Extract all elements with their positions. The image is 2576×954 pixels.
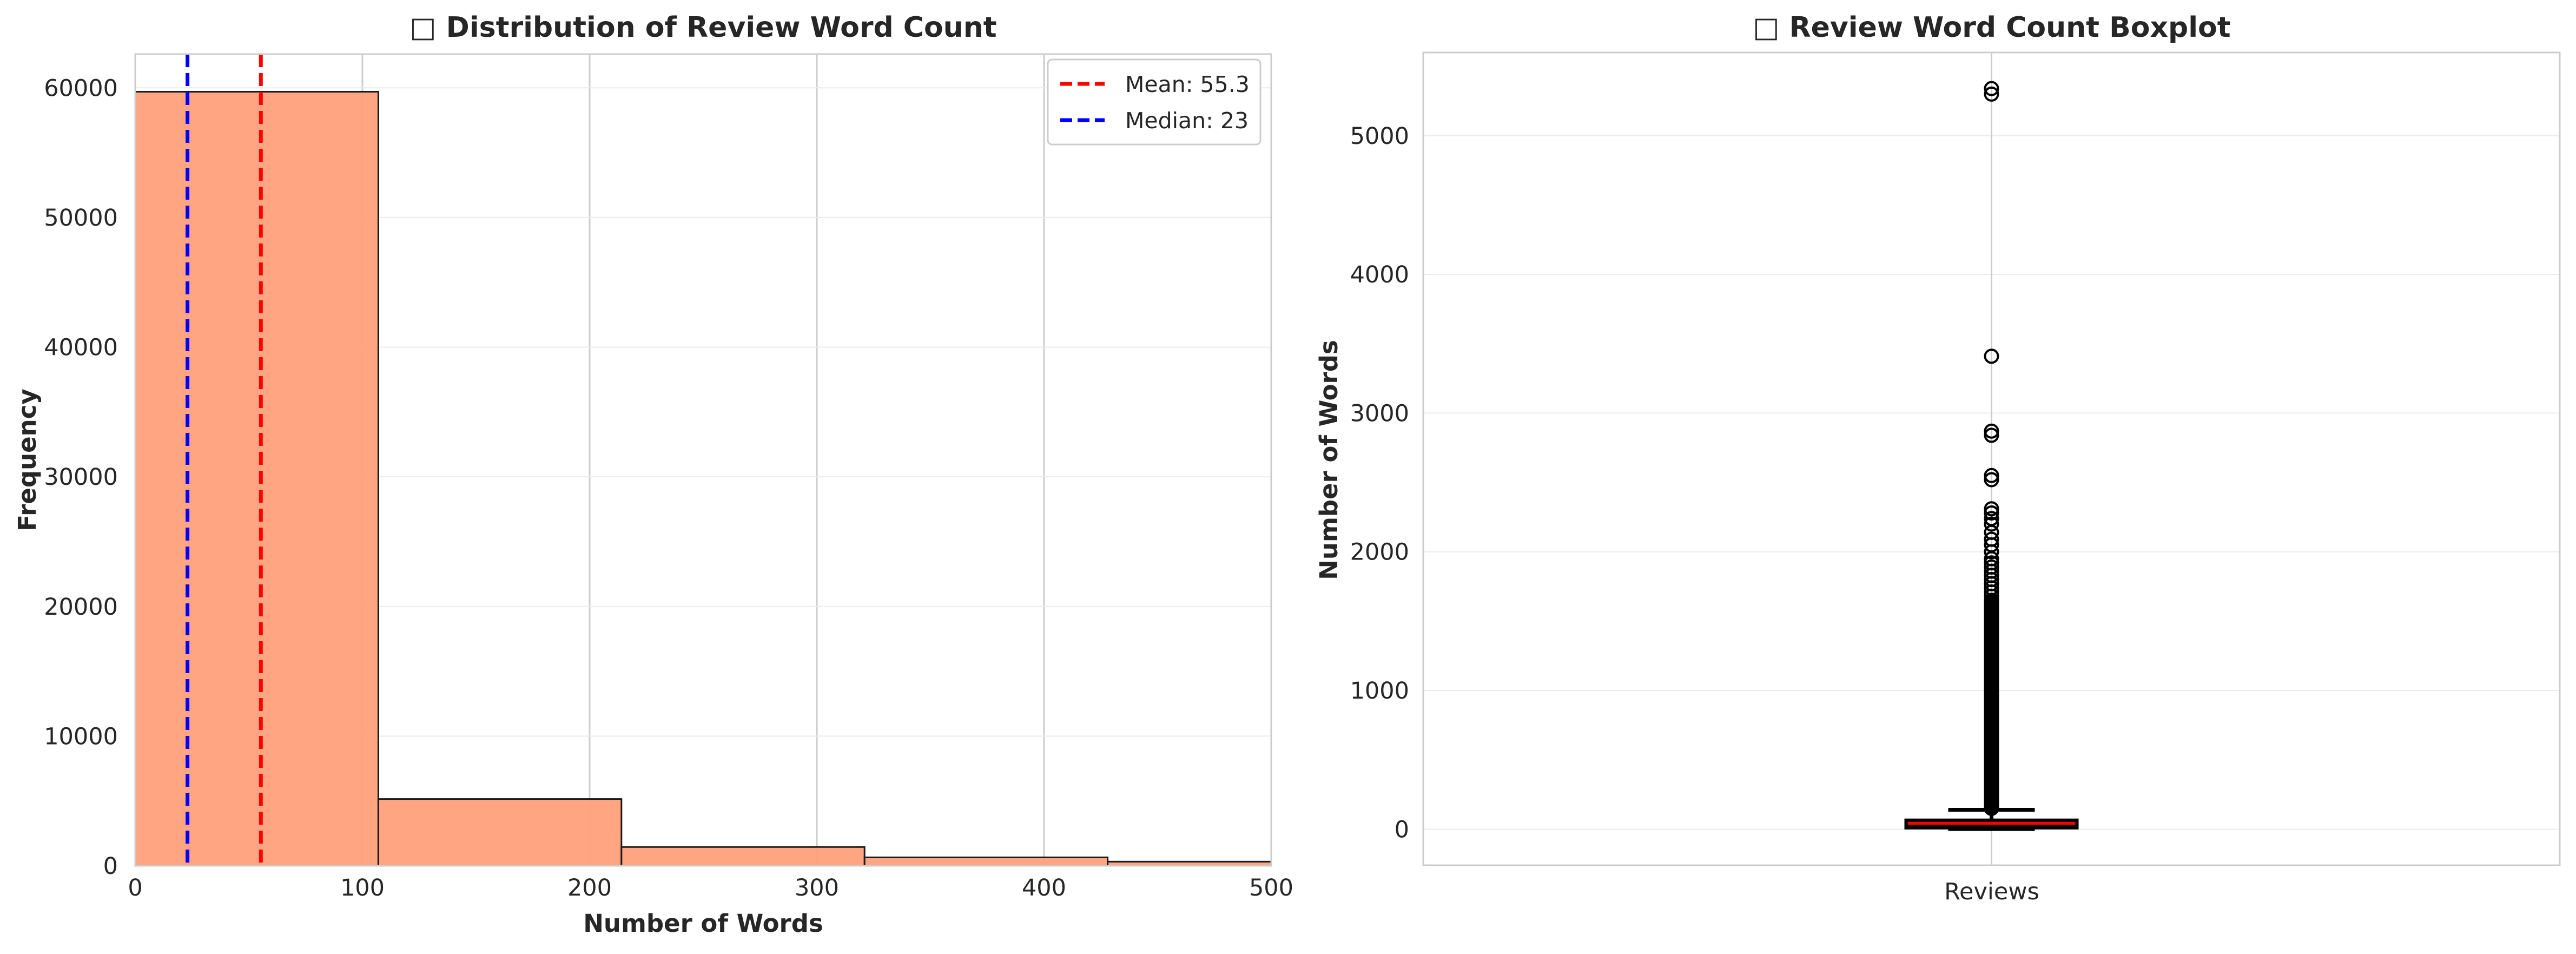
boxplot-outlier-point: [1984, 81, 1999, 96]
histogram-bars: [135, 90, 1271, 866]
boxplot-outlier-point: [1984, 423, 1999, 439]
histogram-x-tick-label: 100: [340, 874, 385, 902]
boxplot-y-ticks: 0 1000 2000 3000 4000 5000: [1350, 123, 1409, 844]
histogram-y-tick-label: 40000: [44, 334, 118, 361]
boxplot-frame: [1422, 51, 2561, 866]
histogram-title: □ Distribution of Review Word Count: [409, 11, 996, 44]
boxplot-outlier-point: [1984, 86, 1999, 102]
histogram-legend: Mean: 55.3 Median: 23: [1047, 58, 1261, 146]
boxplot-y-tick-label: 3000: [1350, 400, 1409, 427]
boxplot-y-tick-label: 4000: [1350, 261, 1409, 288]
histogram-y-tick-label: 0: [103, 853, 118, 880]
boxplot-y-tick-label: 5000: [1350, 123, 1409, 150]
histogram-y-tick-label: 50000: [44, 205, 118, 232]
histogram-y-tick-label: 30000: [44, 464, 118, 491]
histogram-y-tick-label: 60000: [44, 75, 118, 102]
histogram-reference-lines: [186, 54, 263, 866]
histogram-panel: 0 100 200 300 400 500 0 10000 20000 30000 40000 50…: [13, 11, 1293, 938]
boxplot-outlier-point: [1984, 584, 1999, 600]
histogram-y-tick-label: 20000: [44, 594, 118, 621]
boxplot-outlier-point: [1984, 588, 1999, 604]
histogram-bar: [620, 846, 866, 866]
histogram-y-ticks: 0 10000 20000 30000 40000 50000 60000: [44, 75, 118, 880]
legend-box: [1047, 58, 1261, 146]
boxplot-category-label: Reviews: [1944, 878, 2039, 905]
boxplot-outlier-point: [1984, 501, 1999, 517]
histogram-y-axis-label: Frequency: [13, 389, 42, 531]
histogram-x-tick-label: 300: [795, 874, 839, 902]
boxplot-y-tick-label: 2000: [1350, 539, 1409, 566]
histogram-x-axis-label: Number of Words: [583, 909, 823, 938]
boxplot-outlier-point: [1984, 505, 1999, 521]
boxplot-y-tick-label: 0: [1395, 816, 1409, 843]
legend-mean-label: Mean: 55.3: [1125, 71, 1250, 97]
boxplot-outlier-point: [1984, 427, 1999, 443]
histogram-bar: [1107, 860, 1271, 866]
boxplot-elements: [1904, 81, 2079, 831]
histogram-x-tick-label: 500: [1249, 874, 1293, 902]
boxplot-y-axis-label: Number of Words: [1315, 340, 1343, 580]
boxplot-y-tick-label: 1000: [1350, 677, 1409, 705]
boxplot-outlier-point: [1984, 544, 1999, 560]
histogram-x-ticks: 0 100 200 300 400 500: [128, 874, 1293, 902]
boxplot-title: □ Review Word Count Boxplot: [1753, 11, 2230, 44]
legend-median-label: Median: 23: [1125, 108, 1249, 134]
histogram-y-tick-label: 10000: [44, 723, 118, 750]
histogram-x-tick-label: 0: [128, 874, 142, 902]
histogram-bar: [377, 798, 623, 866]
histogram-frame: [134, 53, 1272, 867]
boxplot-outlier-point: [1984, 348, 1999, 364]
boxplot-outlier-point: [1984, 516, 1999, 532]
boxplot-outlier-point: [1984, 468, 1999, 483]
histogram-bar: [135, 90, 379, 866]
boxplot-outlier-point: [1984, 593, 1999, 608]
histogram-x-tick-label: 200: [567, 874, 612, 902]
boxplot-outlier-point: [1984, 472, 1999, 488]
boxplot-panel: 0 1000 2000 3000 4000 5000 Reviews □ Review W…: [1315, 11, 2561, 905]
histogram-x-tick-label: 400: [1022, 874, 1066, 902]
histogram-bar: [863, 856, 1109, 866]
